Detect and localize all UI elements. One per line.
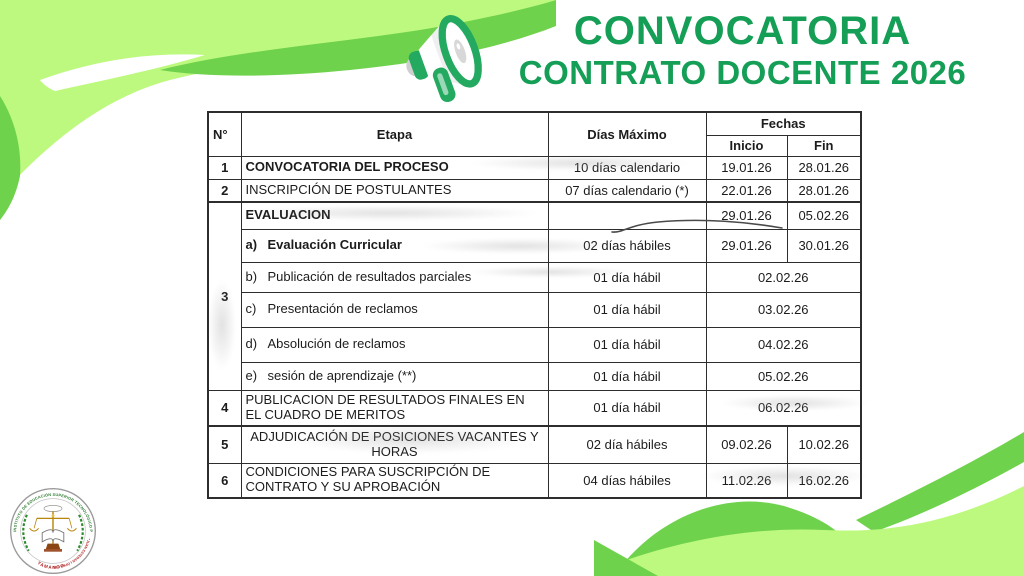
col-header-num: N°: [207, 111, 242, 157]
col-header-inicio: Inicio: [705, 134, 788, 157]
row-num: 1: [207, 155, 242, 180]
dias-value: 01 día hábil: [547, 291, 707, 328]
row-num: 4: [207, 389, 242, 427]
etapa-label: INSCRIPCIÓN DE POSTULANTES: [240, 178, 549, 203]
etapa-label: PUBLICACION DE RESULTADOS FINALES EN EL …: [240, 389, 549, 427]
fecha-fin: 28.01.26: [786, 155, 862, 180]
dias-value: 10 días calendario: [547, 155, 707, 180]
dias-value: 04 días hábiles: [547, 462, 707, 499]
table-row: d) Absolución de reclamos 01 día hábil 04…: [208, 326, 862, 363]
fecha-unica: 04.02.26: [705, 326, 862, 363]
row-num: 3: [207, 201, 242, 391]
title-line-2: CONTRATO DOCENTE 2026: [518, 54, 967, 91]
fecha-fin: 28.01.26: [786, 178, 862, 203]
schedule-table: N° Etapa Días Máximo Fechas Inicio Fin 1…: [207, 111, 862, 499]
dias-value: [547, 201, 707, 230]
seal-district-text: YAMANGO: [37, 560, 65, 570]
etapa-label: CONDICIONES PARA SUSCRIPCIÓN DE CONTRATO…: [240, 462, 549, 499]
etapa-label: CONVOCATORIA DEL PROCESO: [240, 155, 549, 180]
table-row: a) Evaluación Curricular 02 días hábiles …: [208, 228, 862, 263]
scales-book-icon: [29, 504, 77, 552]
poster-title: CONVOCATORIA CONTRATO DOCENTE 2026: [470, 10, 1015, 91]
col-header-etapa: Etapa: [240, 111, 549, 157]
laurel-right-icon: [76, 514, 84, 552]
dias-value: 02 día hábiles: [547, 425, 707, 464]
schedule-table-container: N° Etapa Días Máximo Fechas Inicio Fin 1…: [207, 111, 862, 499]
fecha-inicio: 19.01.26: [705, 155, 788, 180]
fecha-unica: 05.02.26: [705, 361, 862, 391]
dias-value: 01 día hábil: [547, 389, 707, 427]
col-header-fechas: Fechas: [705, 111, 862, 136]
etapa-label: Publicación de resultados parciales: [267, 268, 472, 284]
row-letter: c): [245, 301, 257, 317]
row-num: 6: [207, 462, 242, 499]
etapa-label: EVALUACION: [240, 201, 549, 230]
svg-text:YAMANGO: YAMANGO: [37, 560, 66, 570]
dias-value: 01 día hábil: [547, 361, 707, 391]
col-header-fin: Fin: [786, 134, 862, 157]
title-line-1: CONVOCATORIA: [573, 9, 912, 53]
fecha-fin: 10.02.26: [786, 425, 862, 464]
fecha-inicio: 09.02.26: [705, 425, 788, 464]
megaphone-icon: [406, 15, 482, 103]
row-letter: e): [245, 367, 258, 383]
table-row: 1 CONVOCATORIA DEL PROCESO 10 días calen…: [207, 155, 862, 180]
dias-value: 01 día hábil: [547, 326, 707, 363]
fecha-unica: 06.02.26: [705, 389, 862, 427]
fecha-unica: 03.02.26: [705, 291, 862, 328]
table-row: c) Presentación de reclamos 01 día hábil …: [208, 291, 862, 328]
table-row: 5 ADJUDICACIÓN DE POSICIONES VACANTES Y …: [207, 425, 862, 464]
table-row: 4 PUBLICACION DE RESULTADOS FINALES EN E…: [207, 389, 862, 427]
etapa-label: Absolución de reclamos: [267, 336, 406, 352]
table-row: b) Publicación de resultados parciales 01…: [208, 261, 862, 293]
col-header-dias: Días Máximo: [547, 111, 707, 157]
table-row: e) sesión de aprendizaje (**) 01 día hábi…: [208, 361, 862, 391]
institution-seal: INSTITUTO DE EDUCACIÓN SUPERIOR TECNOLÓG…: [8, 486, 96, 574]
dias-value: 07 días calendario (*): [547, 178, 707, 203]
dias-value: 02 días hábiles: [547, 228, 707, 263]
etapa-label: ADJUDICACIÓN DE POSICIONES VACANTES Y HO…: [240, 425, 549, 464]
table-row: 3 EVALUACION 29.01.26 05.02.26: [207, 201, 862, 391]
etapa-label: Evaluación Curricular: [267, 237, 402, 253]
fecha-inicio: 22.01.26: [705, 178, 788, 203]
row-letter: d): [245, 336, 258, 352]
table-row: 2 INSCRIPCIÓN DE POSTULANTES 07 días cal…: [207, 178, 862, 203]
fecha-fin: 16.02.26: [786, 462, 862, 499]
fecha-inicio: 29.01.26: [705, 228, 788, 263]
row-num: 5: [207, 425, 242, 464]
fecha-fin: 30.01.26: [786, 228, 862, 263]
table-row: 6 CONDICIONES PARA SUSCRIPCIÓN DE CONTRA…: [207, 462, 862, 499]
etapa-label: sesión de aprendizaje (**): [267, 367, 417, 383]
row-letter: b): [245, 268, 258, 284]
row-letter: a): [245, 237, 258, 253]
fecha-inicio: 29.01.26: [705, 201, 788, 230]
dias-value: 01 día hábil: [547, 261, 707, 293]
row-num: 2: [207, 178, 242, 203]
fecha-inicio: 11.02.26: [705, 462, 788, 499]
laurel-left-icon: [22, 514, 30, 552]
etapa-label: Presentación de reclamos: [267, 301, 418, 317]
fecha-fin: 05.02.26: [786, 201, 862, 230]
fecha-unica: 02.02.26: [705, 261, 862, 293]
